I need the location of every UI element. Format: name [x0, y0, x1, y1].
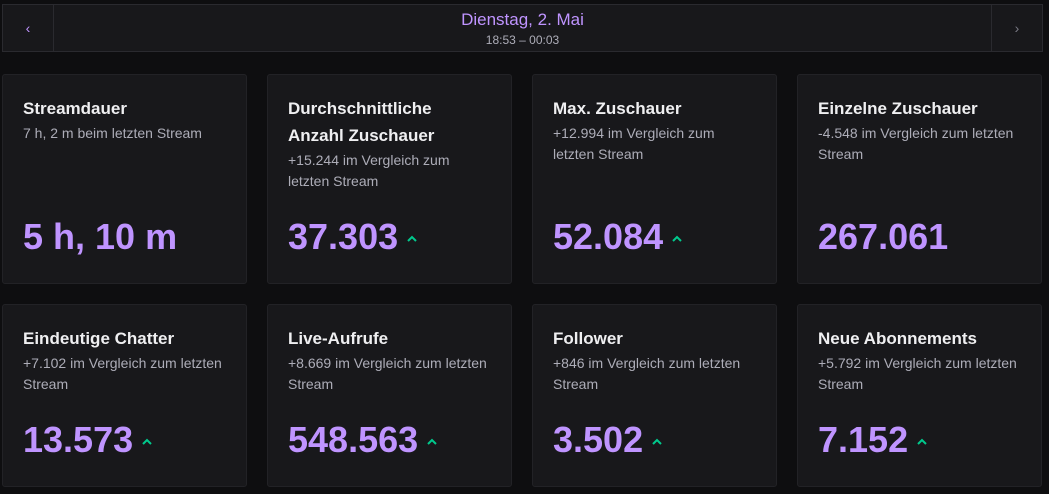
date-navigation-bar: ‹ Dienstag, 2. Mai 18:53 – 00:03 ›: [2, 4, 1043, 52]
stat-card-unique-chatters: Eindeutige Chatter +7.102 im Vergleich z…: [2, 304, 247, 487]
stat-card-title: Neue Abonnements: [818, 329, 978, 348]
stat-card-comparison: +846 im Vergleich zum letzten Stream: [553, 355, 741, 392]
stat-card-value-row: 37.303: [288, 217, 417, 257]
stat-card-value: 5 h, 10 m: [23, 216, 178, 257]
stat-card-value-row: 13.573: [23, 420, 152, 460]
stat-card-comparison: -4.548 im Vergleich zum letzten Stream: [818, 125, 1014, 162]
stat-card-comparison: +15.244 im Vergleich zum letzten Stream: [288, 152, 450, 189]
chevron-left-icon: ‹: [25, 20, 31, 36]
trend-up-icon: [407, 235, 417, 242]
stat-card-comparison: +12.994 im Vergleich zum letzten Stream: [553, 125, 715, 162]
stat-card-value: 13.573: [23, 419, 134, 460]
stat-card-value: 548.563: [288, 419, 419, 460]
stat-card-live-views: Live-Aufrufe +8.669 im Vergleich zum let…: [267, 304, 512, 487]
stat-card-comparison: 7 h, 2 m beim letzten Stream: [23, 125, 202, 141]
trend-up-icon: [652, 438, 662, 445]
stat-card-value-row: 3.502: [553, 420, 662, 460]
stat-card-unique-viewers: Einzelne Zuschauer -4.548 im Vergleich z…: [797, 74, 1042, 284]
stat-card-comparison: +7.102 im Vergleich zum letzten Stream: [23, 355, 222, 392]
trend-up-icon: [142, 438, 152, 445]
stat-card-value-row: 7.152: [818, 420, 927, 460]
stream-time-range: 18:53 – 00:03: [485, 33, 560, 47]
stat-card-value: 3.502: [553, 419, 644, 460]
stat-card-value-row: 5 h, 10 m: [23, 217, 177, 257]
trend-up-icon: [917, 438, 927, 445]
next-stream-button[interactable]: ›: [991, 5, 1042, 51]
stat-card-value-row: 548.563: [288, 420, 437, 460]
chevron-right-icon: ›: [1014, 20, 1020, 36]
stat-card-average-viewers: Durchschnittliche Anzahl Zuschauer +15.2…: [267, 74, 512, 284]
stat-card-title: Live-Aufrufe: [288, 329, 389, 348]
stat-card-title: Follower: [553, 329, 623, 348]
stat-card-stream-duration: Streamdauer 7 h, 2 m beim letzten Stream…: [2, 74, 247, 284]
stat-card-value: 267.061: [818, 216, 949, 257]
stat-card-value-row: 267.061: [818, 217, 948, 257]
trend-up-icon: [672, 235, 682, 242]
stat-card-value: 7.152: [818, 419, 909, 460]
trend-up-icon: [427, 438, 437, 445]
stat-card-title: Eindeutige Chatter: [23, 329, 175, 348]
stat-card-comparison: +5.792 im Vergleich zum letzten Stream: [818, 355, 1017, 392]
previous-stream-button[interactable]: ‹: [3, 5, 54, 51]
stat-card-comparison: +8.669 im Vergleich zum letzten Stream: [288, 355, 487, 392]
stat-card-followers: Follower +846 im Vergleich zum letzten S…: [532, 304, 777, 487]
stream-date-header: Dienstag, 2. Mai 18:53 – 00:03: [55, 5, 990, 51]
stat-card-value-row: 52.084: [553, 217, 682, 257]
stat-card-title: Durchschnittliche Anzahl Zuschauer: [288, 99, 435, 145]
stat-card-new-subscriptions: Neue Abonnements +5.792 im Vergleich zum…: [797, 304, 1042, 487]
stat-card-title: Max. Zuschauer: [553, 99, 682, 118]
stat-card-max-viewers: Max. Zuschauer +12.994 im Vergleich zum …: [532, 74, 777, 284]
stream-date: Dienstag, 2. Mai: [461, 10, 584, 29]
stat-card-value: 37.303: [288, 216, 399, 257]
stat-card-title: Einzelne Zuschauer: [818, 99, 978, 118]
stat-card-value: 52.084: [553, 216, 664, 257]
stat-card-title: Streamdauer: [23, 99, 127, 118]
